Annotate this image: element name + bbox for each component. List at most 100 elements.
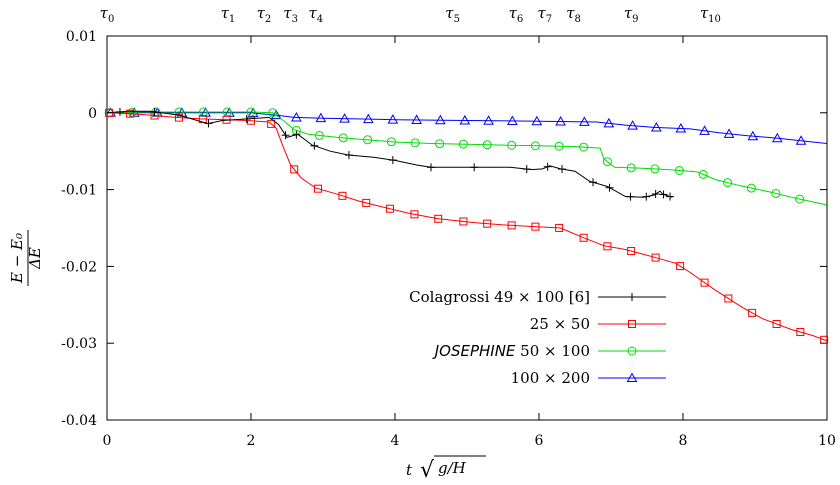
triangle-marker [411, 114, 422, 124]
x-label-sqrt: √ [420, 458, 435, 483]
plus-marker [522, 165, 531, 174]
y-tick-label: 0.01 [66, 29, 97, 45]
circle-marker [338, 133, 348, 143]
plot-frame [106, 35, 828, 421]
circle-marker [626, 163, 636, 173]
plus-marker [628, 293, 636, 301]
y-tick-label: 0 [88, 106, 97, 122]
circle-marker [746, 183, 756, 193]
square-marker [362, 198, 371, 207]
circle-marker [314, 130, 324, 140]
plus-marker [344, 151, 353, 160]
triangle-marker [699, 125, 710, 135]
circle-marker [127, 107, 137, 117]
square-marker [700, 278, 709, 287]
square-marker [531, 222, 540, 231]
series-0 [106, 107, 675, 201]
square-marker [338, 191, 347, 200]
y-axis-label: E − E₀ ΔE [8, 230, 44, 286]
triangle-marker [771, 132, 783, 143]
series-line [107, 112, 828, 144]
triangle-marker [483, 115, 494, 125]
circle-marker [386, 137, 396, 147]
circle-marker [771, 188, 781, 198]
triangle-marker [579, 116, 590, 126]
x-axis-label: t √ g/H [406, 455, 486, 483]
plus-marker [427, 163, 435, 172]
tau-label: τ5 [445, 4, 460, 25]
series-line [106, 112, 828, 342]
legend-label: 100 × 200 [511, 369, 590, 387]
triangle-marker [555, 116, 566, 126]
square-marker [603, 242, 612, 251]
square-marker [410, 210, 419, 219]
x-tick-label: 2 [247, 433, 256, 449]
square-marker [651, 253, 660, 262]
square-marker [434, 214, 443, 223]
square-marker [507, 221, 516, 230]
y-tick-label: -0.02 [61, 259, 97, 275]
plus-marker [281, 131, 290, 140]
square-marker [459, 217, 468, 226]
plus-marker [150, 107, 159, 116]
y-label-denominator: ΔE [26, 247, 44, 270]
legend-label: JOSEPHINE 50 × 100 [432, 342, 590, 360]
circle-marker [650, 164, 660, 174]
square-marker [290, 165, 299, 174]
square-marker [175, 113, 183, 122]
plus-marker [292, 130, 301, 139]
series-1 [105, 108, 829, 344]
legend-label: 25 × 50 [530, 315, 590, 333]
plus-marker [242, 114, 251, 123]
circle-marker [458, 139, 468, 149]
plus-marker [651, 190, 660, 199]
plus-marker [310, 141, 319, 150]
plus-marker [543, 162, 552, 171]
square-marker [267, 119, 276, 128]
tau-markers: τ0 τ1 τ2 τ3 τ4 τ5 τ6 τ7 τ8 τ9 τ10 [100, 4, 721, 25]
circle-marker [723, 178, 733, 188]
circle-marker [363, 135, 373, 145]
x-tick-label: 10 [818, 433, 836, 449]
square-marker [313, 184, 322, 193]
circle-marker [530, 141, 540, 151]
triangle-marker [291, 111, 302, 122]
circle-marker [198, 107, 208, 117]
square-marker [748, 308, 757, 317]
circle-marker [174, 107, 184, 117]
circle-marker [698, 169, 708, 179]
legend: Colagrossi 49 × 100 [6] 25 × 50 JOSEPHINE … [409, 288, 666, 387]
circle-marker [435, 139, 445, 149]
tau-label: τ7 [537, 4, 552, 25]
square-marker [772, 320, 781, 328]
plus-marker [558, 165, 567, 174]
y-tick-label: -0.03 [61, 336, 97, 352]
plus-marker [642, 192, 651, 201]
triangle-marker [507, 115, 518, 125]
triangle-marker [603, 117, 615, 128]
circle-marker [602, 157, 612, 167]
square-marker [555, 223, 564, 232]
series-line [106, 111, 828, 206]
series-line [106, 110, 673, 198]
y-tick-label: -0.04 [61, 413, 97, 429]
triangle-marker [627, 120, 638, 130]
y-tick-label: -0.01 [61, 183, 97, 199]
tau-label: τ2 [257, 4, 272, 25]
tau-label: τ0 [100, 4, 115, 25]
plus-marker [626, 192, 635, 201]
circle-marker [246, 107, 256, 117]
tau-label: τ10 [700, 4, 721, 25]
square-marker [483, 219, 492, 228]
triangle-marker [626, 372, 638, 382]
triangle-marker [675, 123, 687, 133]
triangle-marker [387, 114, 399, 124]
triangle-marker [531, 115, 543, 126]
circle-marker [579, 142, 589, 152]
square-marker [724, 294, 733, 303]
plus-marker [388, 156, 397, 165]
circle-marker [268, 108, 278, 118]
circle-marker [674, 165, 684, 175]
square-marker [627, 247, 636, 256]
tau-label: τ6 [509, 4, 524, 25]
